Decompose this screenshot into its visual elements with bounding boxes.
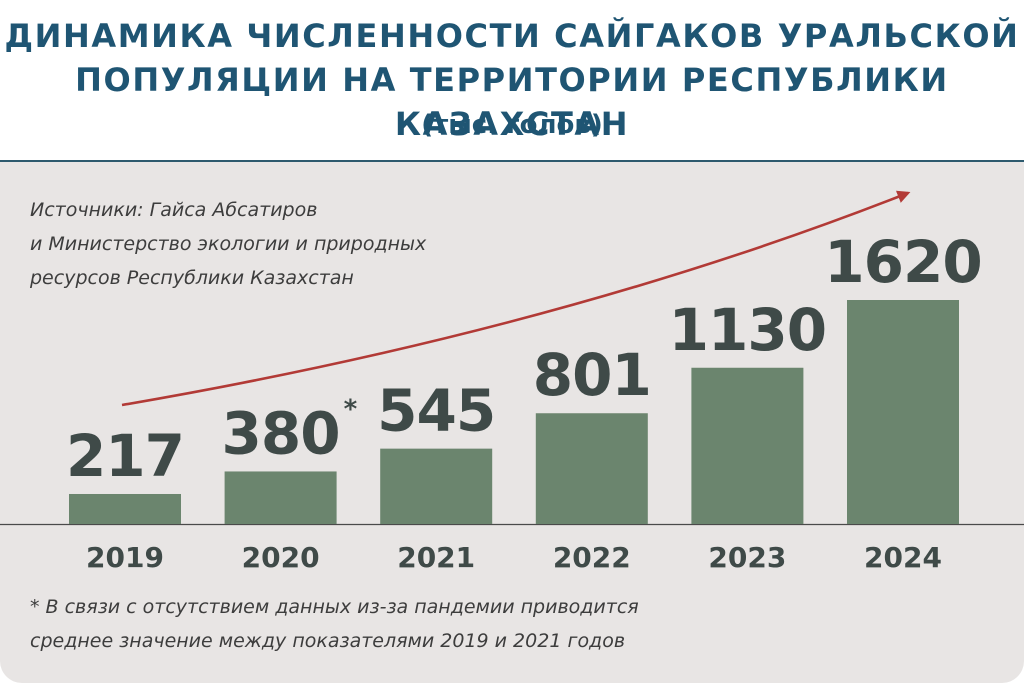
year-label-2022: 2022 [553, 541, 631, 574]
footnote-line1: * В связи с отсутствием данных из-за пан… [30, 596, 639, 618]
source-line1: Источники: Гайса Абсатиров [30, 199, 318, 221]
chart-title: ДИНАМИКА ЧИСЛЕННОСТИ САЙГАКОВ УРАЛЬСКОЙ … [0, 14, 1024, 146]
value-label-2024: 1620 [824, 228, 981, 296]
year-label-2023: 2023 [708, 541, 786, 574]
value-label-2022: 801 [533, 341, 651, 409]
value-label-2023: 1130 [669, 296, 826, 364]
chart-unit: (тыс. голов) [421, 110, 603, 140]
source-line3: ресурсов Республики Казахстан [30, 267, 354, 289]
chart-title-line2: ПОПУЛЯЦИИ НА ТЕРРИТОРИИ РЕСПУБЛИКИ КАЗАХ… [75, 61, 949, 143]
chart-title-line1: ДИНАМИКА ЧИСЛЕННОСТИ САЙГАКОВ УРАЛЬСКОЙ [4, 17, 1020, 55]
bar-2020 [224, 471, 337, 524]
bar-2023 [691, 367, 804, 524]
year-label-2020: 2020 [242, 541, 320, 574]
footnote-marker-2020: * [344, 394, 358, 424]
value-label-2020: 380 [222, 399, 340, 467]
source-line2: и Министерство экологии и природных [30, 233, 427, 255]
bar-2019 [69, 493, 181, 524]
source-note: Источники: Гайса Абсатиров и Министерств… [30, 193, 590, 295]
footnote: * В связи с отсутствием данных из-за пан… [30, 590, 930, 658]
bar-2022 [535, 413, 648, 524]
footnote-line2: среднее значение между показателями 2019… [30, 630, 626, 652]
year-label-2021: 2021 [397, 541, 475, 574]
year-label-2024: 2024 [864, 541, 942, 574]
trend-arrow [121, 190, 911, 407]
year-label-2019: 2019 [86, 541, 164, 574]
bar-2021 [380, 448, 493, 524]
bar-2024 [847, 300, 959, 524]
header-divider [0, 160, 1024, 162]
value-label-2021: 545 [377, 377, 495, 445]
value-label-2019: 217 [66, 422, 184, 490]
chart-header: ДИНАМИКА ЧИСЛЕННОСТИ САЙГАКОВ УРАЛЬСКОЙ … [0, 0, 1024, 160]
